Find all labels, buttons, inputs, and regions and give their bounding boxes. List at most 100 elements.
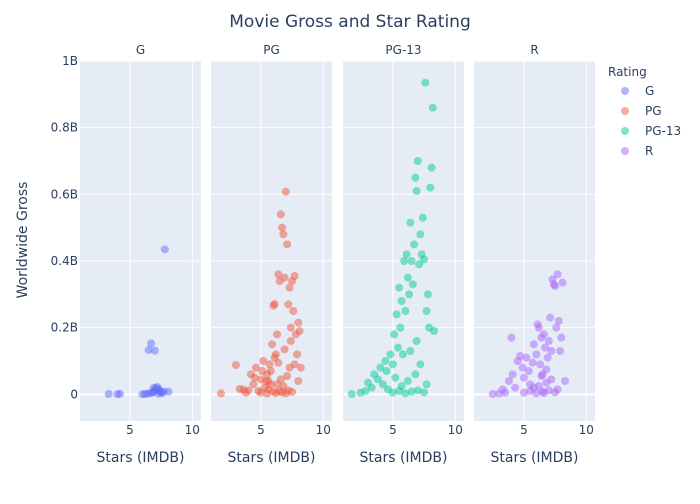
data-point[interactable] bbox=[283, 372, 292, 380]
data-point[interactable] bbox=[259, 357, 268, 365]
data-point[interactable] bbox=[391, 373, 400, 382]
data-point[interactable] bbox=[518, 363, 527, 372]
data-point[interactable] bbox=[281, 187, 290, 196]
data-point[interactable] bbox=[408, 280, 417, 289]
data-point[interactable] bbox=[278, 223, 287, 232]
data-point[interactable] bbox=[412, 187, 421, 195]
data-point[interactable] bbox=[529, 383, 538, 392]
legend-items[interactable]: G PG PG-13 R bbox=[621, 84, 681, 158]
data-point[interactable] bbox=[410, 240, 419, 249]
data-point[interactable] bbox=[147, 339, 156, 348]
data-point[interactable] bbox=[416, 230, 425, 239]
data-point[interactable] bbox=[537, 372, 546, 380]
data-point[interactable] bbox=[286, 337, 295, 345]
data-point[interactable] bbox=[250, 373, 259, 382]
data-point[interactable] bbox=[265, 360, 274, 369]
data-point[interactable] bbox=[412, 337, 421, 345]
data-point[interactable] bbox=[388, 360, 397, 369]
data-point[interactable] bbox=[289, 307, 298, 315]
data-point[interactable] bbox=[276, 210, 285, 219]
data-point[interactable] bbox=[154, 389, 163, 398]
data-point[interactable] bbox=[401, 307, 410, 315]
data-point[interactable] bbox=[541, 343, 550, 352]
data-point[interactable] bbox=[144, 346, 153, 354]
data-point[interactable] bbox=[427, 163, 436, 172]
data-point[interactable] bbox=[400, 257, 409, 265]
data-point[interactable] bbox=[405, 290, 414, 299]
data-point[interactable] bbox=[488, 390, 497, 398]
data-point[interactable] bbox=[420, 388, 429, 397]
data-point[interactable] bbox=[395, 283, 404, 292]
data-point[interactable] bbox=[542, 365, 551, 374]
data-point[interactable] bbox=[160, 245, 169, 254]
data-point[interactable] bbox=[557, 333, 566, 342]
legend-item-pg-13[interactable]: PG-13 bbox=[621, 124, 681, 138]
data-point[interactable] bbox=[553, 385, 562, 394]
data-point[interactable] bbox=[402, 250, 411, 259]
data-point[interactable] bbox=[415, 260, 424, 269]
data-point[interactable] bbox=[347, 390, 356, 398]
data-point[interactable] bbox=[376, 363, 385, 372]
data-point[interactable] bbox=[422, 380, 431, 389]
data-point[interactable] bbox=[413, 386, 422, 395]
data-point[interactable] bbox=[411, 370, 420, 379]
data-point[interactable] bbox=[418, 213, 427, 222]
data-point[interactable] bbox=[388, 388, 397, 397]
data-point[interactable] bbox=[401, 389, 410, 398]
data-point[interactable] bbox=[279, 382, 288, 390]
legend-item-g[interactable]: G bbox=[621, 84, 654, 98]
data-point[interactable] bbox=[382, 367, 391, 375]
data-point[interactable] bbox=[561, 377, 570, 385]
legend-item-r[interactable]: R bbox=[621, 144, 653, 158]
data-point[interactable] bbox=[244, 386, 253, 395]
data-point[interactable] bbox=[390, 330, 399, 339]
data-point[interactable] bbox=[294, 318, 303, 327]
data-point[interactable] bbox=[361, 387, 370, 395]
data-point[interactable] bbox=[104, 390, 113, 398]
data-point[interactable] bbox=[547, 347, 556, 355]
data-point[interactable] bbox=[270, 300, 279, 308]
data-point[interactable] bbox=[420, 255, 429, 264]
data-point[interactable] bbox=[290, 272, 299, 280]
data-point[interactable] bbox=[406, 347, 415, 355]
data-point[interactable] bbox=[283, 240, 292, 249]
data-point[interactable] bbox=[279, 230, 288, 239]
legend-item-pg[interactable]: PG bbox=[621, 104, 662, 118]
data-point[interactable] bbox=[511, 383, 520, 392]
data-point[interactable] bbox=[426, 183, 435, 192]
data-point[interactable] bbox=[547, 375, 556, 384]
data-point[interactable] bbox=[519, 373, 528, 382]
data-point[interactable] bbox=[273, 330, 282, 339]
data-point[interactable] bbox=[544, 337, 553, 345]
data-point[interactable] bbox=[293, 350, 302, 359]
data-point[interactable] bbox=[256, 388, 265, 397]
data-point[interactable] bbox=[367, 383, 376, 392]
data-point[interactable] bbox=[378, 380, 387, 389]
data-point[interactable] bbox=[501, 388, 510, 397]
data-point[interactable] bbox=[430, 327, 439, 335]
data-point[interactable] bbox=[534, 323, 543, 332]
data-point[interactable] bbox=[558, 278, 567, 287]
data-point[interactable] bbox=[274, 270, 283, 279]
data-point[interactable] bbox=[416, 360, 425, 369]
data-point[interactable] bbox=[386, 350, 395, 359]
data-point[interactable] bbox=[216, 389, 225, 398]
data-point[interactable] bbox=[428, 103, 437, 112]
data-point[interactable] bbox=[504, 377, 513, 385]
data-point[interactable] bbox=[528, 358, 537, 367]
data-point[interactable] bbox=[251, 363, 260, 372]
data-point[interactable] bbox=[407, 257, 416, 265]
data-point[interactable] bbox=[373, 375, 382, 384]
data-point[interactable] bbox=[280, 345, 289, 354]
data-point[interactable] bbox=[422, 307, 431, 315]
legend[interactable]: Rating G PG PG-13 R bbox=[608, 65, 681, 158]
data-point[interactable] bbox=[539, 330, 548, 339]
data-point[interactable] bbox=[406, 218, 415, 227]
data-point[interactable] bbox=[403, 377, 412, 385]
data-point[interactable] bbox=[149, 383, 158, 392]
data-point[interactable] bbox=[508, 370, 517, 379]
data-point[interactable] bbox=[397, 382, 406, 390]
data-point[interactable] bbox=[296, 363, 305, 372]
data-point[interactable] bbox=[539, 389, 548, 397]
data-point[interactable] bbox=[507, 333, 516, 342]
